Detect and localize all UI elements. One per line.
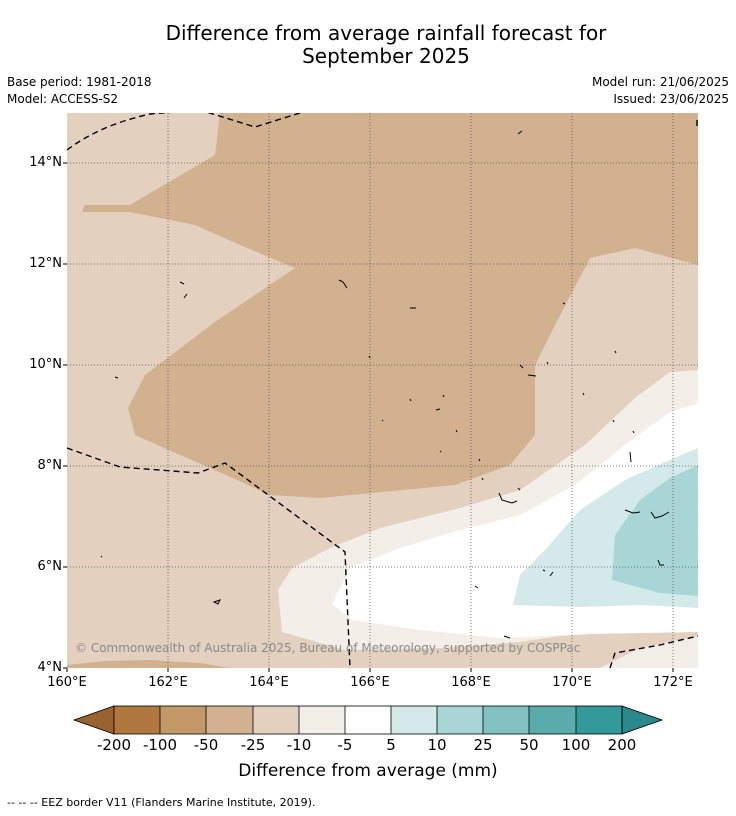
map-title: Difference from average rainfall forecas… (0, 22, 736, 68)
colorbar-high-extend (621, 705, 664, 735)
y-tick-label: 10°N (29, 357, 62, 372)
title-line-1: Difference from average rainfall forecas… (165, 21, 607, 45)
anomaly-region-dry (82, 113, 698, 498)
axis-ticks (63, 162, 674, 672)
colorbar-segment (299, 706, 345, 734)
colorbar-label: 200 (607, 736, 637, 754)
copyright-notice: © Commonwealth of Australia 2025, Bureau… (75, 641, 581, 655)
colorbar-low-extend (72, 705, 115, 735)
x-tick-label: 170°E (552, 675, 592, 690)
colorbar-label: 10 (427, 736, 447, 754)
model-run: Model run: 21/06/2025 (591, 75, 729, 89)
anomaly-region-wet (612, 465, 698, 596)
colorbar-label: 50 (519, 736, 539, 754)
issued-date: Issued: 23/06/2025 (613, 92, 729, 106)
meta-left: Base period: 1981-2018 Model: ACCESS-S2 (7, 74, 152, 108)
colorbar-segment (253, 706, 299, 734)
colorbar-label: 5 (386, 736, 396, 754)
colorbar-label: -10 (286, 736, 312, 754)
title-line-2: September 2025 (302, 44, 470, 68)
colorbar-segment (437, 706, 483, 734)
colorbar-label: 25 (473, 736, 493, 754)
model-name: Model: ACCESS-S2 (7, 92, 119, 106)
colorbar-segment (114, 706, 160, 734)
base-period: Base period: 1981-2018 (7, 75, 152, 89)
x-tick-label: 172°E (653, 675, 693, 690)
y-tick-label: 12°N (29, 256, 62, 271)
graticule (67, 113, 698, 668)
colorbar-segment (160, 706, 206, 734)
x-tick-label: 160°E (47, 675, 87, 690)
colorbar-label: -5 (337, 736, 353, 754)
colorbar-label: -200 (96, 736, 132, 754)
colorbar (72, 705, 664, 735)
x-tick-label: 168°E (451, 675, 491, 690)
colorbar-label: -100 (142, 736, 178, 754)
eez-border (67, 113, 698, 668)
meta-right: Model run: 21/06/2025 Issued: 23/06/2025 (592, 74, 729, 108)
y-tick-label: 8°N (37, 458, 63, 473)
x-tick-label: 164°E (249, 675, 289, 690)
colorbar-label: 100 (561, 736, 591, 754)
x-tick-label: 162°E (148, 675, 188, 690)
colorbar-segment (345, 706, 391, 734)
anomaly-region-dry-south (67, 660, 230, 668)
colorbar-label: -50 (193, 736, 219, 754)
colorbar-segment (206, 706, 253, 734)
y-tick-label: 4°N (37, 660, 63, 675)
colorbar-title: Difference from average (mm) (238, 761, 498, 781)
islands (100, 130, 670, 639)
y-tick-label: 6°N (37, 559, 63, 574)
eez-footnote: -- -- -- EEZ border V11 (Flanders Marine… (7, 796, 316, 809)
colorbar-segment (529, 706, 576, 734)
x-tick-label: 166°E (350, 675, 390, 690)
colorbar-segment (483, 706, 529, 734)
anomaly-region-near-normal-south (600, 636, 698, 668)
colorbar-segment (391, 706, 437, 734)
y-tick-label: 14°N (29, 155, 62, 170)
map-area (67, 113, 698, 668)
colorbar-label: -25 (240, 736, 266, 754)
colorbar-segment (576, 706, 622, 734)
